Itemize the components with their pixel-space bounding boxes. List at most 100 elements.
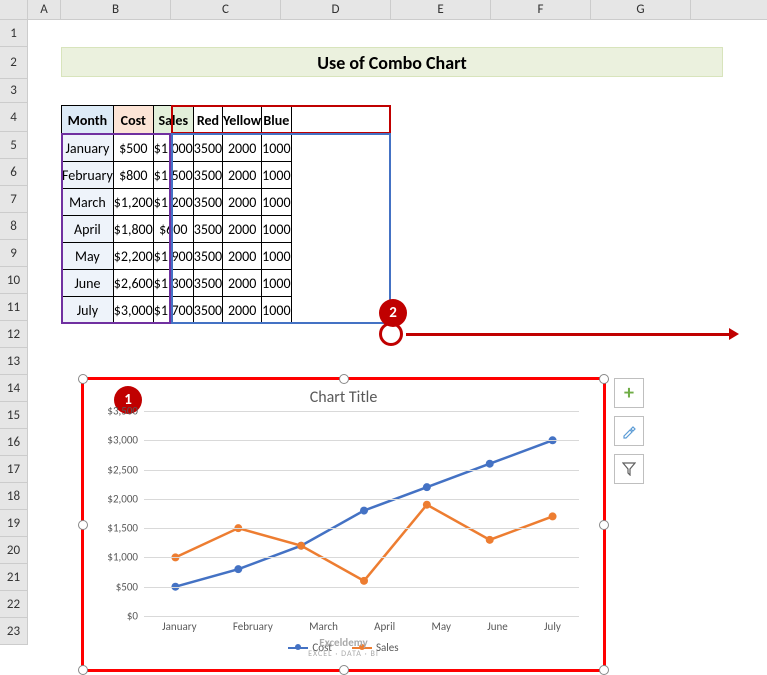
x-tick-label: July: [544, 620, 561, 633]
data-table[interactable]: MonthCostSalesRedYellowBlueJanuary$500$1…: [61, 105, 292, 324]
row-header[interactable]: 7: [0, 186, 28, 213]
row-header[interactable]: 16: [0, 429, 28, 456]
table-header[interactable]: Red: [193, 106, 222, 135]
row-header[interactable]: 12: [0, 321, 28, 348]
table-cell[interactable]: 2000: [223, 297, 262, 324]
table-cell[interactable]: 1000: [262, 297, 291, 324]
table-cell[interactable]: March: [62, 189, 114, 216]
table-cell[interactable]: 3500: [193, 297, 222, 324]
row-header[interactable]: 23: [0, 618, 28, 645]
table-cell[interactable]: $1,200: [113, 189, 153, 216]
row-header[interactable]: 13: [0, 348, 28, 375]
table-cell[interactable]: 3500: [193, 162, 222, 189]
chart-styles-button[interactable]: [614, 416, 644, 446]
table-cell[interactable]: $1,200: [153, 189, 193, 216]
table-cell[interactable]: 2000: [223, 216, 262, 243]
table-header[interactable]: Month: [62, 106, 114, 135]
table-cell[interactable]: July: [62, 297, 114, 324]
chart-container[interactable]: 1 Chart Title $0$500$1,000$1,500$2,000$2…: [81, 377, 606, 672]
table-cell[interactable]: 3500: [193, 243, 222, 270]
table-cell[interactable]: $1,500: [153, 162, 193, 189]
col-header[interactable]: E: [391, 0, 491, 19]
gridline: [144, 587, 579, 588]
col-header[interactable]: D: [281, 0, 391, 19]
gridline: [144, 616, 579, 617]
table-cell[interactable]: $600: [153, 216, 193, 243]
x-tick-label: March: [309, 620, 338, 633]
col-header[interactable]: A: [28, 0, 61, 19]
table-cell[interactable]: 3500: [193, 135, 222, 162]
table-cell[interactable]: 2000: [223, 162, 262, 189]
table-cell[interactable]: 3500: [193, 189, 222, 216]
table-cell[interactable]: 1000: [262, 216, 291, 243]
gridline: [144, 528, 579, 529]
table-cell[interactable]: 1000: [262, 243, 291, 270]
table-cell[interactable]: $1,900: [153, 243, 193, 270]
table-cell[interactable]: 2000: [223, 135, 262, 162]
table-cell[interactable]: 1000: [262, 270, 291, 297]
table-cell[interactable]: 2000: [223, 270, 262, 297]
table-header[interactable]: Yellow: [223, 106, 262, 135]
spreadsheet: ABCDEFG 12345678910111213141516171819202…: [0, 0, 767, 20]
table-cell[interactable]: January: [62, 135, 114, 162]
col-header[interactable]: G: [591, 0, 691, 19]
table-cell[interactable]: $1,700: [153, 297, 193, 324]
gridline: [144, 557, 579, 558]
column-headers: ABCDEFG: [0, 0, 767, 20]
col-header[interactable]: C: [171, 0, 281, 19]
row-header[interactable]: 20: [0, 537, 28, 564]
table-cell[interactable]: 1000: [262, 189, 291, 216]
row-header[interactable]: 5: [0, 132, 28, 159]
y-tick-label: $2,000: [107, 492, 138, 505]
row-header[interactable]: 8: [0, 213, 28, 240]
table-cell[interactable]: February: [62, 162, 114, 189]
row-header[interactable]: 4: [0, 103, 28, 132]
row-header[interactable]: 17: [0, 456, 28, 483]
table-cell[interactable]: $3,000: [113, 297, 153, 324]
row-header[interactable]: 15: [0, 402, 28, 429]
y-tick-label: $3,000: [107, 434, 138, 447]
row-header[interactable]: 6: [0, 159, 28, 186]
table-cell[interactable]: $800: [113, 162, 153, 189]
col-header[interactable]: [0, 0, 28, 19]
row-header[interactable]: 3: [0, 79, 28, 103]
table-cell[interactable]: 2000: [223, 243, 262, 270]
chart-filter-button[interactable]: [614, 454, 644, 484]
row-header[interactable]: 2: [0, 47, 28, 79]
row-header[interactable]: 14: [0, 375, 28, 402]
row-header[interactable]: 1: [0, 20, 28, 47]
chart-title[interactable]: Chart Title: [98, 388, 589, 407]
row-header[interactable]: 18: [0, 483, 28, 510]
row-header[interactable]: 9: [0, 240, 28, 267]
table-cell[interactable]: 3500: [193, 270, 222, 297]
table-cell[interactable]: 2000: [223, 189, 262, 216]
table-cell[interactable]: April: [62, 216, 114, 243]
table-header[interactable]: Sales: [153, 106, 193, 135]
table-cell[interactable]: June: [62, 270, 114, 297]
chart-elements-button[interactable]: +: [614, 378, 644, 408]
table-cell[interactable]: 3500: [193, 216, 222, 243]
table-cell[interactable]: $2,600: [113, 270, 153, 297]
table-cell[interactable]: May: [62, 243, 114, 270]
table-cell[interactable]: $1,000: [153, 135, 193, 162]
row-header[interactable]: 11: [0, 294, 28, 321]
callout-2-arrow: [406, 333, 731, 336]
table-cell[interactable]: $2,200: [113, 243, 153, 270]
watermark: Exceldemy EXCEL · DATA · BI: [308, 636, 379, 659]
plot-area[interactable]: $0$500$1,000$1,500$2,000$2,500$3,000$3,5…: [144, 411, 579, 616]
table-cell[interactable]: 1000: [262, 162, 291, 189]
row-header[interactable]: 19: [0, 510, 28, 537]
row-header[interactable]: 21: [0, 564, 28, 591]
table-header[interactable]: Blue: [262, 106, 291, 135]
row-header[interactable]: 10: [0, 267, 28, 294]
table-cell[interactable]: $500: [113, 135, 153, 162]
col-header[interactable]: B: [61, 0, 171, 19]
table-cell[interactable]: $1,800: [113, 216, 153, 243]
table-cell[interactable]: $1,300: [153, 270, 193, 297]
table-cell[interactable]: 1000: [262, 135, 291, 162]
col-header[interactable]: F: [491, 0, 591, 19]
y-tick-label: $1,000: [107, 551, 138, 564]
y-tick-label: $500: [116, 580, 138, 593]
row-header[interactable]: 22: [0, 591, 28, 618]
table-header[interactable]: Cost: [113, 106, 153, 135]
